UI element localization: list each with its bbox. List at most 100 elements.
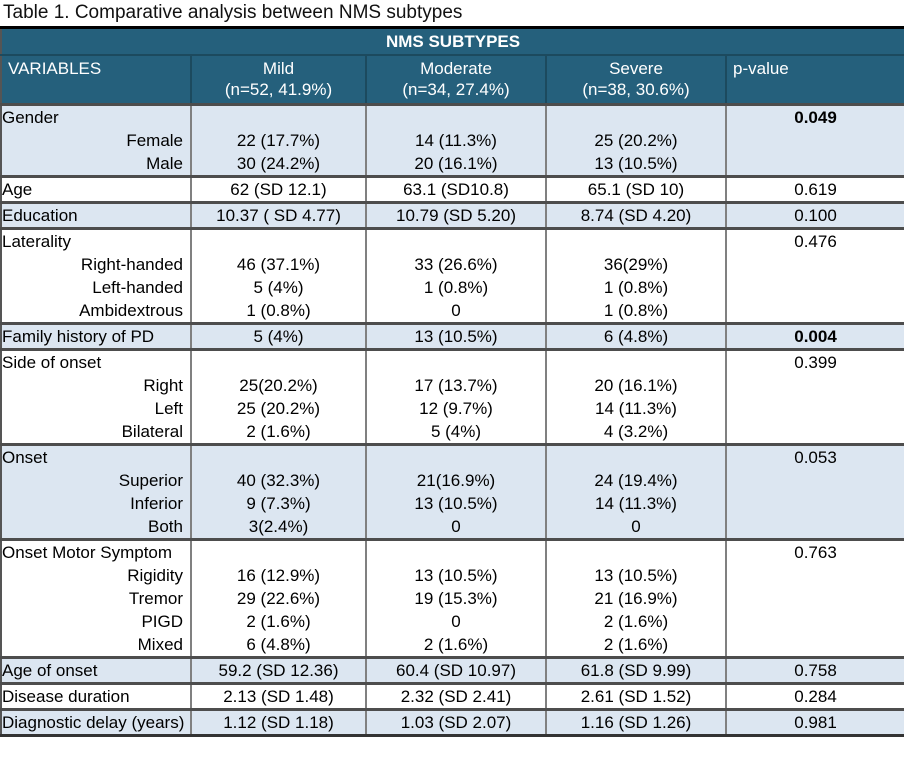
value-cell: 21 (16.9%) [545,587,726,610]
value-cell [190,349,366,374]
value-cell: 25 (20.2%) [190,397,366,420]
column-header-p-value: p-value [724,55,904,106]
value-cell: 1 (0.8%) [190,299,366,324]
value-cell: 13 (10.5%) [365,323,546,350]
p-value-cell: 0.049 [724,104,904,177]
row-label: Ambidextrous [79,301,183,320]
group-disease-duration: Disease duration 2.13 (SD 1.48) 2.32 (SD 2… [1,683,904,710]
column-header-variables: VARIABLES [1,55,191,106]
banner-cell: NMS SUBTYPES [1,27,904,56]
value-cell: 10.37 ( SD 4.77) [190,202,366,229]
row-label: Disease duration [2,687,130,706]
group-education: Education 10.37 ( SD 4.77) 10.79 (SD 5.20)… [1,202,904,229]
row-label: Female [126,131,183,150]
value-cell: 17 (13.7%) [365,374,546,397]
group-family-history-of-pd: Family history of PD 5 (4%) 13 (10.5%) 6 (4… [1,323,904,350]
value-cell: 25 (20.2%) [545,129,726,152]
value-cell: 22 (17.7%) [190,129,366,152]
table-row: Right 25(20.2%) 17 (13.7%) 20 (16.1%) [1,374,904,397]
row-label: Family history of PD [2,327,155,346]
table-row: Onset 0.053 [1,444,904,540]
value-cell: 13 (10.5%) [365,564,546,587]
value-cell: 5 (4%) [190,323,366,350]
p-value-cell: 0.399 [724,349,904,445]
value-cell: 2 (1.6%) [545,610,726,633]
row-label: Side of onset [2,353,102,372]
table-row: Inferior 9 (7.3%) 13 (10.5%) 14 (11.3%) [1,492,904,515]
column-header-moderate: Moderate (n=34, 27.4%) [365,55,546,106]
table-row: Onset Motor Symptom 0.763 [1,539,904,658]
column-header-sublabel: (n=38, 30.6%) [582,80,690,99]
p-value-cell: 0.284 [724,683,904,710]
table-row: Female 22 (17.7%) 14 (11.3%) 25 (20.2%) [1,129,904,152]
value-cell [365,444,546,469]
group-age: Age 62 (SD 12.1) 63.1 (SD10.8) 65.1 (SD 10)… [1,176,904,203]
value-cell [190,104,366,129]
value-cell [545,228,726,253]
value-cell: 0 [545,515,726,540]
group-onset-motor-symptom: Onset Motor Symptom 0.763 Rigidity 16 (12.9… [1,539,904,658]
value-cell: 0 [365,515,546,540]
row-label: Right [143,376,183,395]
value-cell [365,104,546,129]
value-cell: 2 (1.6%) [190,420,366,445]
row-label: Bilateral [121,422,183,441]
value-cell [365,228,546,253]
value-cell: 2 (1.6%) [190,610,366,633]
table-row: Age of onset 59.2 (SD 12.36) 60.4 (SD 10.9… [1,657,904,684]
column-header-severe: Severe (n=38, 30.6%) [545,55,726,106]
row-label: Diagnostic delay (years) [2,713,185,732]
value-cell: 61.8 (SD 9.99) [545,657,726,684]
table-row: Left-handed 5 (4%) 1 (0.8%) 1 (0.8%) [1,276,904,299]
table-row: Side of onset 0.399 [1,349,904,445]
table-head: NMS SUBTYPES VARIABLES Mild (n=52, 41.9%) M… [1,27,904,106]
value-cell: 20 (16.1%) [545,374,726,397]
table-row: Rigidity 16 (12.9%) 13 (10.5%) 13 (10.5%) [1,564,904,587]
value-cell: 14 (11.3%) [365,129,546,152]
table-row: Age 62 (SD 12.1) 63.1 (SD10.8) 65.1 (SD 10)… [1,176,904,203]
value-cell [545,444,726,469]
row-label: Superior [118,471,183,490]
column-header-sublabel: (n=34, 27.4%) [402,80,510,99]
value-cell: 1 (0.8%) [365,276,546,299]
group-laterality: Laterality 0.476 Right-handed 46 (37.1%) 33 … [1,228,904,324]
row-label: Tremor [128,589,183,608]
p-value-cell: 0.758 [724,657,904,684]
value-cell: 2 (1.6%) [365,633,546,658]
table-row: Mixed 6 (4.8%) 2 (1.6%) 2 (1.6%) [1,633,904,658]
value-cell: 19 (15.3%) [365,587,546,610]
value-cell [545,539,726,564]
value-cell [545,104,726,129]
value-cell: 60.4 (SD 10.97) [365,657,546,684]
group-diagnostic-delay: Diagnostic delay (years) 1.12 (SD 1.18) 1.… [1,709,904,736]
table-row: Gender 0.049 [1,104,904,177]
table-row: Right-handed 46 (37.1%) 33 (26.6%) 36(29%) [1,253,904,276]
row-label: Onset Motor Symptom [2,543,173,562]
value-cell: 13 (10.5%) [545,152,726,177]
p-value-cell: 0.763 [724,539,904,658]
value-cell: 12 (9.7%) [365,397,546,420]
value-cell: 4 (3.2%) [545,420,726,445]
value-cell: 10.79 (SD 5.20) [365,202,546,229]
value-cell: 14 (11.3%) [545,492,726,515]
table-row: Left 25 (20.2%) 12 (9.7%) 14 (11.3%) [1,397,904,420]
value-cell: 5 (4%) [365,420,546,445]
row-label: Right-handed [80,255,183,274]
column-header-label: VARIABLES [8,59,102,78]
column-header-row: VARIABLES Mild (n=52, 41.9%) Moderate (n=34,… [1,55,904,106]
value-cell: 2.32 (SD 2.41) [365,683,546,710]
value-cell [190,539,366,564]
table-row: Superior 40 (32.3%) 21(16.9%) 24 (19.4%) [1,469,904,492]
value-cell: 63.1 (SD10.8) [365,176,546,203]
value-cell: 13 (10.5%) [365,492,546,515]
p-value-cell: 0.619 [724,176,904,203]
value-cell: 1 (0.8%) [545,299,726,324]
table-row: Ambidextrous 1 (0.8%) 0 1 (0.8%) [1,299,904,324]
table-row: Education 10.37 ( SD 4.77) 10.79 (SD 5.20)… [1,202,904,229]
nms-subtypes-table: NMS SUBTYPES VARIABLES Mild (n=52, 41.9%) M… [0,26,904,737]
table-row: PIGD 2 (1.6%) 0 2 (1.6%) [1,610,904,633]
table-row: Laterality 0.476 [1,228,904,324]
value-cell: 25(20.2%) [190,374,366,397]
value-cell: 13 (10.5%) [545,564,726,587]
value-cell: 0 [365,610,546,633]
